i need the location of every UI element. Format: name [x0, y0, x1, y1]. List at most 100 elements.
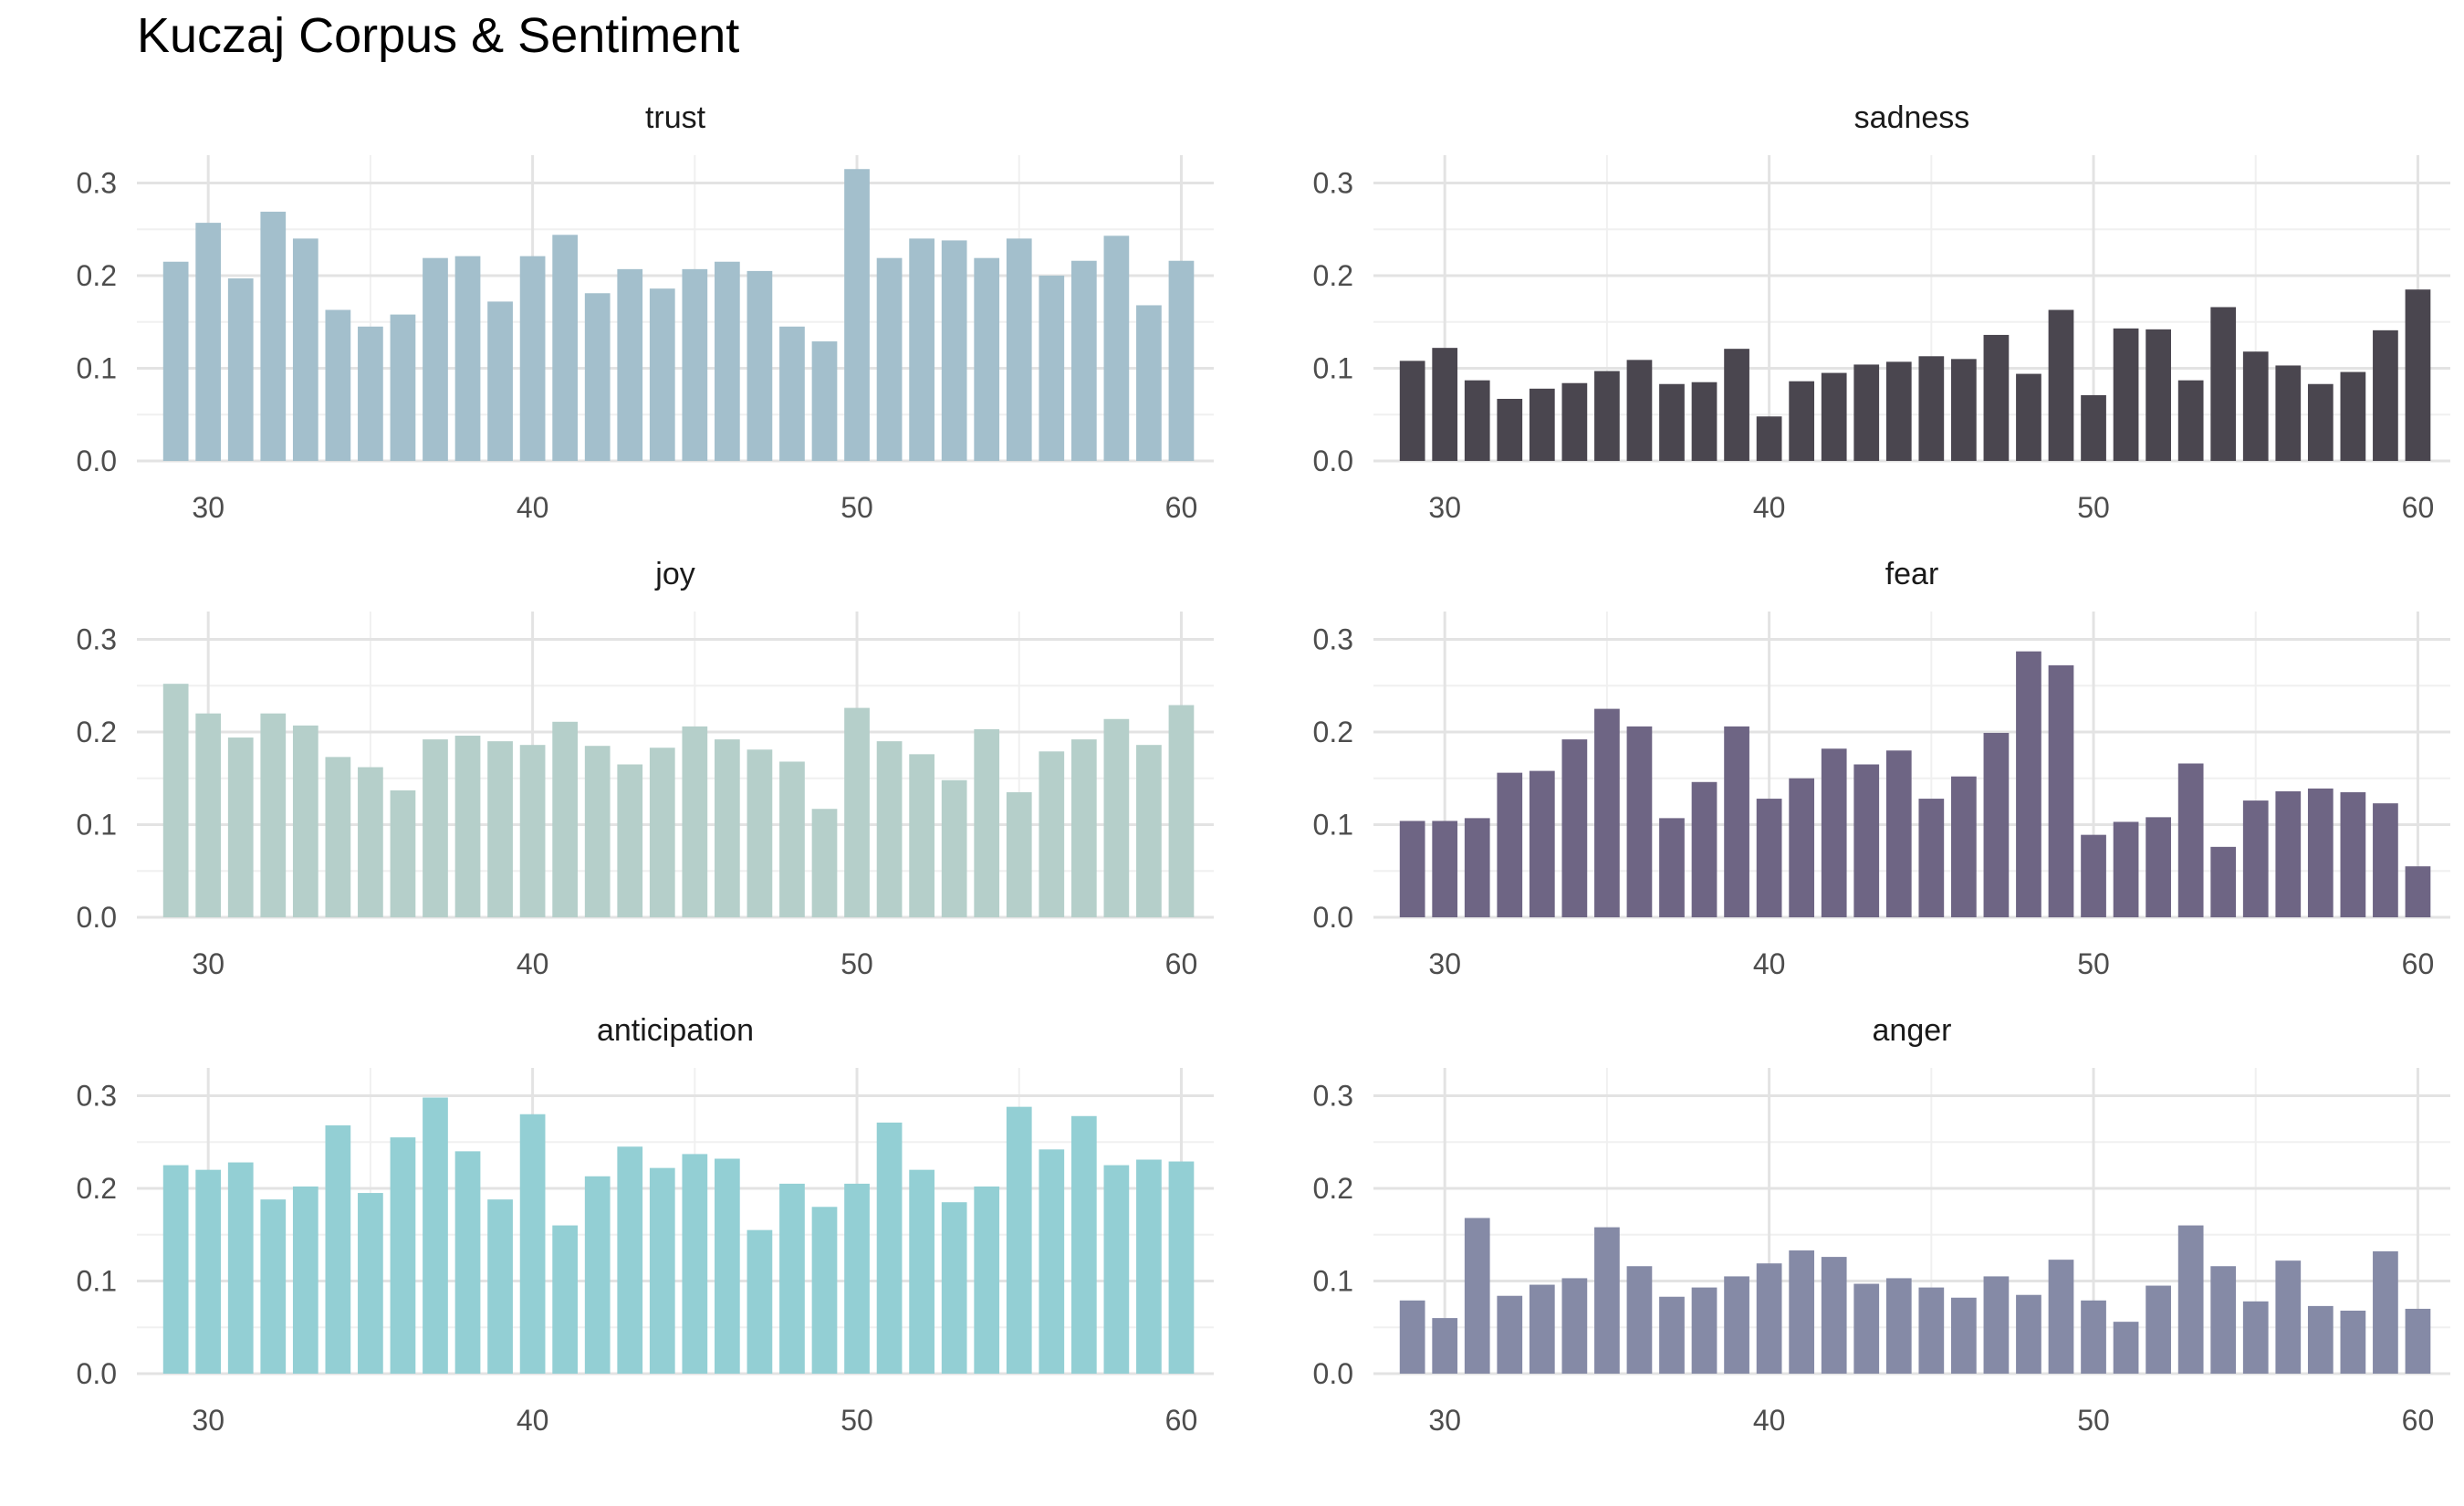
bar-anticipation-60: [1168, 1161, 1195, 1374]
bar-sadness-32: [1497, 398, 1523, 461]
bar-fear-35: [1594, 708, 1620, 917]
bar-joy-29: [162, 684, 189, 917]
bar-joy-41: [552, 721, 579, 917]
bar-sadness-59: [2373, 329, 2398, 461]
bar-fear-56: [2275, 790, 2302, 917]
bar-anticipation-40: [519, 1114, 546, 1374]
bar-joy-53: [941, 779, 967, 917]
bar-anticipation-56: [1039, 1149, 1065, 1374]
bar-anger-32: [1497, 1295, 1523, 1374]
bar-trust-59: [1136, 305, 1162, 461]
facet-label-anticipation: anticipation: [597, 1013, 754, 1048]
bar-anticipation-51: [876, 1122, 903, 1374]
bar-fear-36: [1626, 726, 1653, 917]
bar-joy-36: [390, 790, 416, 917]
bar-trust-36: [390, 314, 416, 461]
chart-title: Kuczaj Corpus & Sentiment: [137, 8, 740, 63]
facet-label-fear: fear: [1885, 557, 1939, 591]
bar-fear-49: [2048, 664, 2074, 917]
bar-anticipation-54: [974, 1186, 1000, 1374]
bar-sadness-50: [2081, 394, 2106, 461]
bar-anticipation-39: [487, 1199, 513, 1374]
bar-joy-51: [876, 741, 903, 917]
x-tick-label: 50: [2077, 947, 2110, 980]
bar-anticipation-31: [227, 1162, 254, 1374]
bar-fear-29: [1399, 821, 1425, 917]
bar-joy-44: [649, 748, 675, 917]
bar-joy-55: [1006, 791, 1032, 917]
bar-joy-47: [747, 749, 773, 917]
bar-joy-32: [260, 713, 287, 917]
bar-trust-60: [1168, 260, 1195, 461]
bar-anger-40: [1756, 1263, 1782, 1374]
bar-fear-40: [1756, 799, 1782, 917]
bar-trust-41: [552, 235, 579, 461]
bar-anticipation-46: [715, 1158, 740, 1374]
y-tick-label: 0.3: [77, 166, 117, 199]
bar-fear-45: [1918, 799, 1945, 917]
bar-joy-33: [292, 725, 318, 917]
bar-trust-32: [260, 211, 287, 461]
bar-anger-52: [2146, 1285, 2171, 1374]
bar-sadness-55: [2242, 351, 2269, 461]
bar-sadness-45: [1918, 356, 1945, 461]
y-tick-label: 0.2: [77, 1172, 117, 1205]
x-tick-label: 50: [840, 491, 873, 524]
bar-sadness-37: [1659, 383, 1685, 461]
bar-sadness-53: [2177, 380, 2204, 461]
bar-anger-44: [1885, 1278, 1912, 1374]
bar-anticipation-48: [779, 1183, 805, 1374]
bar-anger-31: [1464, 1218, 1490, 1374]
bar-anticipation-33: [292, 1186, 318, 1374]
bar-fear-59: [2373, 803, 2398, 917]
bar-trust-52: [909, 238, 934, 461]
bar-anticipation-49: [811, 1207, 838, 1374]
x-tick-label: 30: [1428, 947, 1461, 980]
bar-sadness-38: [1691, 382, 1717, 461]
bar-anticipation-58: [1103, 1165, 1130, 1374]
facet-panel-fear: fear 0.0 0.1 0.2 0.3 30 40 50 60: [1313, 557, 2450, 980]
x-tick-label: 40: [1753, 947, 1786, 980]
y-tick-label: 0.3: [77, 1079, 117, 1112]
bar-sadness-39: [1724, 349, 1749, 461]
bar-anticipation-37: [423, 1097, 448, 1374]
y-tick-label: 0.2: [1313, 259, 1353, 292]
facet-label-joy: joy: [654, 557, 694, 591]
y-tick-label: 0.1: [77, 351, 117, 384]
bar-anger-34: [1561, 1278, 1588, 1374]
bar-anticipation-53: [941, 1202, 967, 1374]
bar-fear-33: [1529, 770, 1555, 917]
y-tick-label: 0.0: [77, 901, 117, 934]
bar-trust-53: [941, 240, 967, 461]
bar-trust-33: [292, 238, 318, 461]
facet-panel-sadness: sadness 0.0 0.1 0.2 0.3 30 40 50 60: [1313, 100, 2450, 524]
bar-fear-47: [1983, 732, 2010, 917]
x-tick-label: 60: [1165, 1404, 1198, 1437]
bar-sadness-42: [1821, 372, 1847, 461]
bar-anger-33: [1529, 1284, 1555, 1374]
bar-fear-55: [2242, 800, 2269, 917]
bar-anger-47: [1983, 1276, 2010, 1374]
bar-anger-37: [1659, 1296, 1685, 1374]
bar-anticipation-30: [195, 1169, 222, 1374]
bar-anger-30: [1432, 1318, 1458, 1374]
bar-trust-30: [195, 223, 222, 461]
bar-sadness-48: [2016, 373, 2041, 461]
bar-joy-43: [617, 764, 643, 917]
bar-sadness-52: [2146, 329, 2171, 461]
bar-fear-39: [1724, 726, 1749, 917]
bar-anticipation-44: [649, 1167, 675, 1374]
bar-anger-48: [2016, 1294, 2041, 1374]
y-tick-label: 0.1: [77, 1264, 117, 1297]
bar-sadness-43: [1853, 364, 1880, 461]
bar-trust-46: [715, 261, 740, 461]
bar-joy-34: [325, 757, 351, 917]
facet-panel-trust: trust 0.0 0.1 0.2 0.3 30 40 50 60: [77, 100, 1214, 524]
y-tick-label: 0.0: [1313, 1357, 1353, 1390]
x-tick-label: 40: [517, 1404, 549, 1437]
y-tick-label: 0.2: [77, 716, 117, 748]
bar-joy-56: [1039, 751, 1065, 917]
bar-joy-49: [811, 809, 838, 917]
bar-anticipation-52: [909, 1169, 934, 1374]
bar-sadness-41: [1789, 381, 1815, 461]
